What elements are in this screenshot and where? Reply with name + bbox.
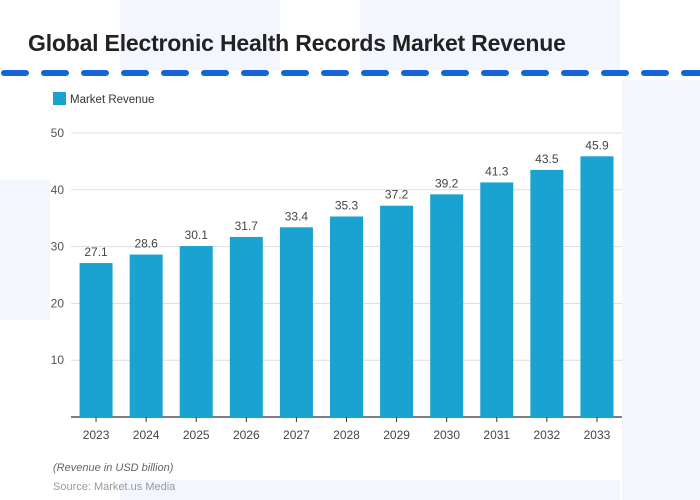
y-tick-label: 50 [51, 126, 65, 140]
bar-2026 [229, 236, 263, 417]
background-shape [120, 0, 280, 70]
data-label: 35.3 [335, 198, 359, 212]
bar-2024 [129, 254, 163, 417]
bar-2029 [380, 205, 414, 417]
x-tick-label: 2029 [383, 428, 410, 442]
data-label: 27.1 [84, 245, 108, 259]
data-label: 39.2 [435, 176, 459, 190]
x-tick-label: 2025 [183, 428, 210, 442]
bar-2031 [480, 182, 514, 417]
data-label: 30.1 [185, 228, 209, 242]
x-tick-label: 2026 [233, 428, 260, 442]
x-tick-label: 2031 [483, 428, 510, 442]
x-tick-label: 2024 [133, 428, 160, 442]
background-shape [622, 80, 700, 500]
data-label: 43.5 [535, 152, 559, 166]
data-label: 33.4 [285, 209, 309, 223]
data-label: 28.6 [134, 237, 158, 251]
x-tick-label: 2023 [83, 428, 110, 442]
data-label: 31.7 [235, 219, 259, 233]
bar-2027 [279, 227, 313, 417]
x-tick-label: 2028 [333, 428, 360, 442]
x-tick-label: 2033 [584, 428, 611, 442]
x-tick-label: 2030 [433, 428, 460, 442]
background-shape [120, 480, 620, 500]
data-label: 37.2 [385, 188, 409, 202]
y-tick-label: 10 [51, 353, 65, 367]
y-tick-label: 40 [51, 183, 65, 197]
y-tick-label: 20 [51, 296, 65, 310]
bar-2033 [580, 156, 614, 417]
page-title: Global Electronic Health Records Market … [28, 30, 566, 56]
background-shape [360, 0, 620, 70]
bar-2028 [330, 216, 363, 417]
legend-swatch [53, 92, 66, 105]
source-note: Source: Market.us Media [53, 481, 176, 493]
x-tick-label: 2032 [534, 428, 561, 442]
bar-2023 [79, 263, 113, 417]
bar-2025 [179, 246, 213, 417]
y-tick-label: 30 [51, 240, 65, 254]
bar-2032 [530, 169, 564, 417]
background-shape [0, 180, 50, 320]
dashed-divider [0, 70, 700, 76]
legend-label: Market Revenue [70, 94, 154, 106]
data-label: 41.3 [485, 164, 509, 178]
bar-2030 [430, 194, 464, 417]
data-label: 45.9 [585, 138, 609, 152]
unit-note: (Revenue in USD billion) [53, 462, 174, 474]
bar-chart: Market Revenue102030405027.1202328.62024… [51, 92, 622, 442]
x-tick-label: 2027 [283, 428, 310, 442]
